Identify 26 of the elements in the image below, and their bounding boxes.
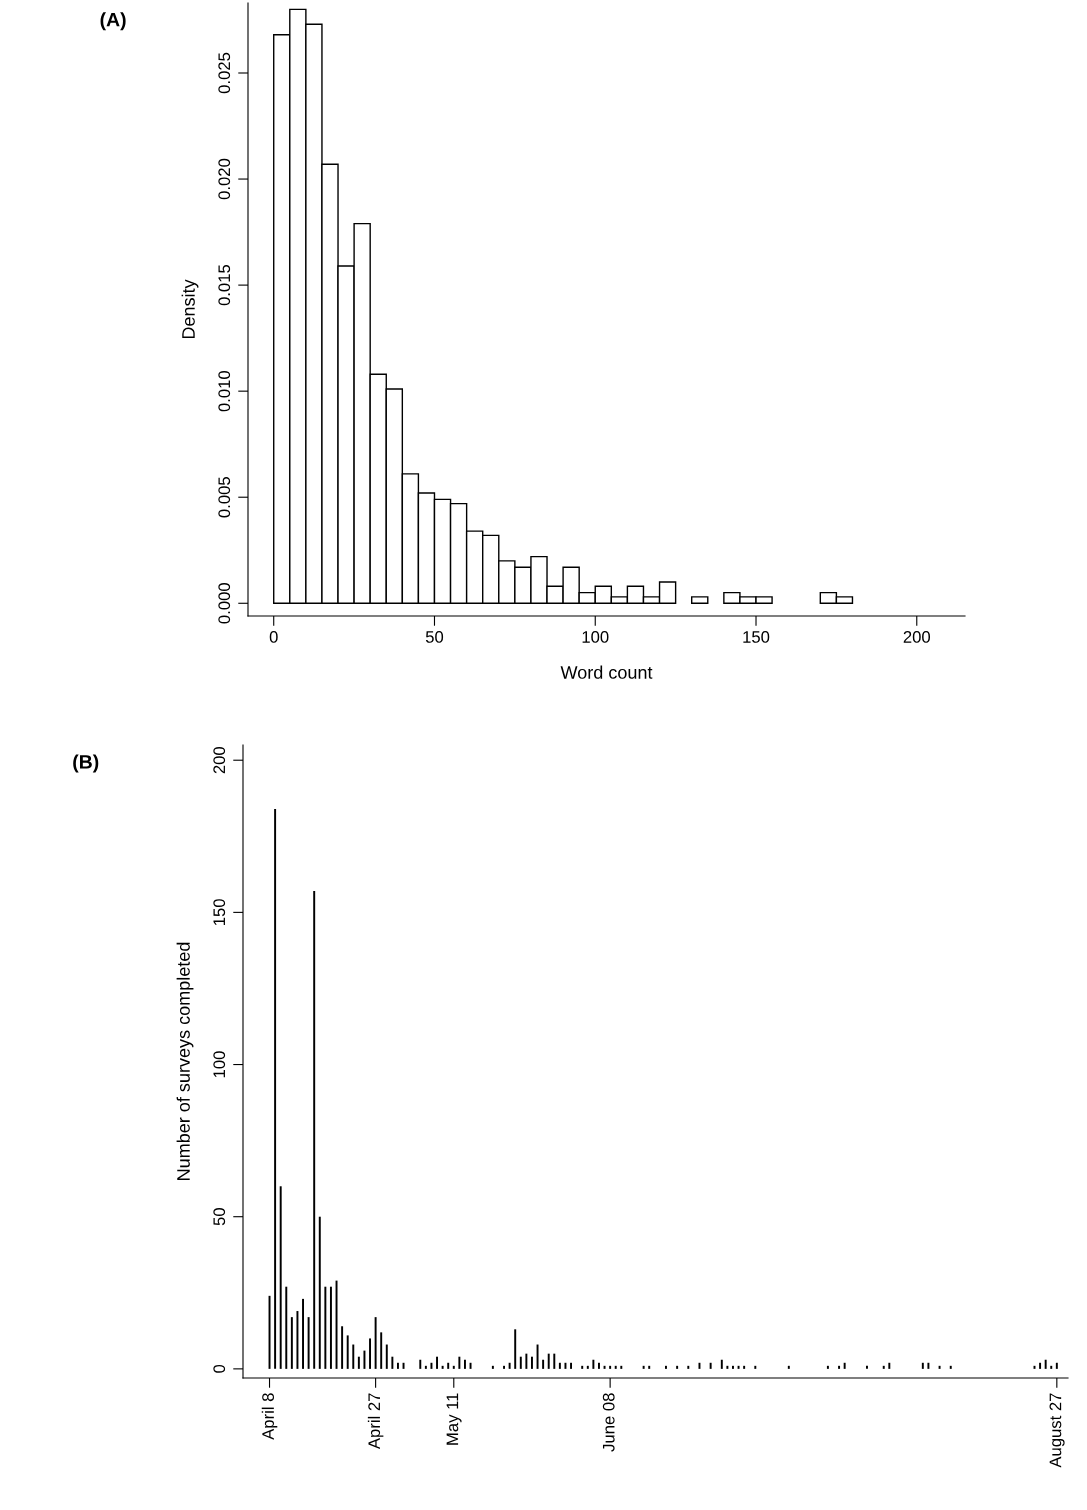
y-tick-label: 150 xyxy=(213,899,226,926)
y-tick-label: 0 xyxy=(213,1364,226,1373)
x-tick-label: June 08 xyxy=(602,1393,615,1452)
y-tick-label: 0.015 xyxy=(218,264,231,306)
y-tick-label: 0.020 xyxy=(218,158,231,200)
text: (B) xyxy=(73,754,99,773)
y-axis-title: Number of surveys completed xyxy=(176,942,194,1180)
y-tick-label: 50 xyxy=(213,1208,226,1226)
x-axis-title: Word count xyxy=(560,665,653,679)
chart-title: (A) xyxy=(100,12,126,31)
x-tick-label: April 27 xyxy=(367,1393,384,1450)
y-tick-label: 100 xyxy=(213,1051,226,1078)
x-tick-label: 0 xyxy=(269,631,278,643)
y-axis-title: Density xyxy=(181,279,199,339)
x-tick-label: August 27 xyxy=(1049,1393,1065,1468)
y-tick-label: 0.000 xyxy=(218,583,231,624)
x-tick-label: April 8 xyxy=(261,1393,278,1440)
x-tick-label: May 11 xyxy=(446,1393,462,1445)
x-tick-label: 150 xyxy=(743,631,770,643)
y-tick-label: 200 xyxy=(213,746,226,774)
y-tick-label: 0.005 xyxy=(218,477,231,518)
y-tick-label: 0.025 xyxy=(218,52,231,94)
x-tick-label: 50 xyxy=(425,631,444,643)
y-tick-label: 0.010 xyxy=(218,370,231,412)
x-tick-label: 100 xyxy=(582,631,609,643)
x-tick-label: 200 xyxy=(903,631,931,643)
